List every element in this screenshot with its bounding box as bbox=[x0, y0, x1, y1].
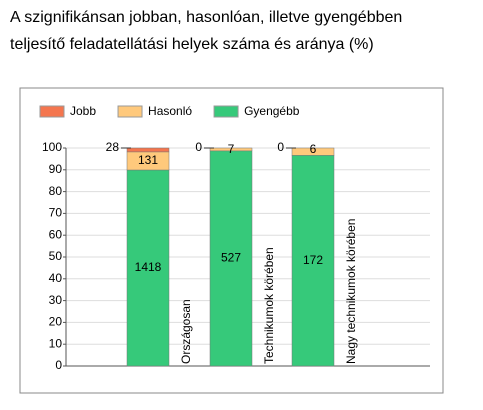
legend-label: Gyengébb bbox=[244, 104, 300, 118]
y-tick-label: 70 bbox=[49, 206, 63, 220]
data-label: 1418 bbox=[135, 260, 162, 274]
bar-segment bbox=[209, 150, 253, 367]
y-tick-label: 20 bbox=[49, 315, 63, 329]
legend-swatch bbox=[117, 105, 143, 118]
x-tick-label: Technikumok körében bbox=[262, 247, 276, 364]
data-label: 6 bbox=[310, 142, 317, 156]
y-tick-label: 100 bbox=[42, 140, 62, 154]
data-label: 0 bbox=[277, 140, 284, 154]
y-tick-label: 50 bbox=[49, 249, 63, 263]
chart-title: teljesítő feladatellátási helyek száma é… bbox=[10, 36, 374, 53]
x-tick-label: Nagy technikumok körében bbox=[344, 219, 358, 364]
y-tick-label: 80 bbox=[49, 184, 63, 198]
bar-segment bbox=[126, 169, 170, 367]
bar-segment bbox=[126, 147, 170, 153]
y-tick-label: 60 bbox=[49, 227, 63, 241]
data-label: 7 bbox=[228, 142, 235, 156]
y-tick-label: 40 bbox=[49, 271, 63, 285]
data-label: 0 bbox=[195, 140, 202, 154]
chart-title: A szignifikánsan jobban, hasonlóan, ille… bbox=[10, 9, 402, 26]
bar-segment bbox=[291, 147, 335, 156]
legend-label: Jobb bbox=[70, 104, 96, 118]
y-tick-label: 90 bbox=[49, 162, 63, 176]
data-label: 131 bbox=[138, 153, 158, 167]
data-label: 28 bbox=[106, 140, 120, 154]
x-tick-label: Országosan bbox=[179, 299, 193, 364]
bar-segment bbox=[209, 147, 253, 152]
chart-frame bbox=[19, 87, 444, 394]
y-tick-label: 0 bbox=[55, 358, 62, 372]
legend-label: Hasonló bbox=[148, 104, 192, 118]
y-tick-label: 10 bbox=[49, 336, 63, 350]
y-tick-label: 30 bbox=[49, 293, 63, 307]
legend-swatch bbox=[39, 105, 65, 118]
bar-segment bbox=[291, 155, 335, 367]
legend-swatch bbox=[213, 105, 239, 118]
data-label: 527 bbox=[221, 251, 241, 265]
data-label: 172 bbox=[303, 253, 323, 267]
